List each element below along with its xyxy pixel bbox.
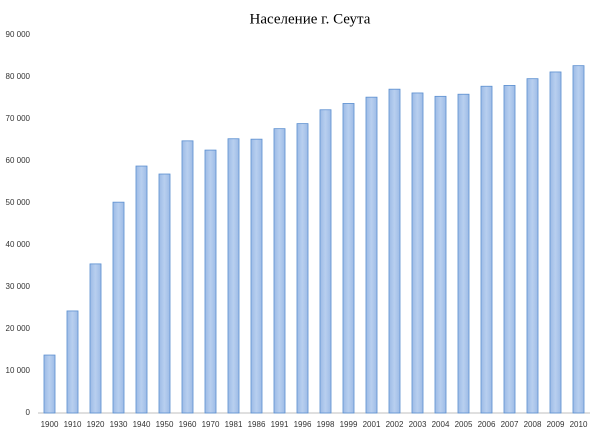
bar: [365, 96, 378, 414]
bar: [43, 354, 56, 414]
y-tick-label: 20 000: [6, 324, 31, 333]
y-tick-label: 80 000: [6, 72, 31, 81]
x-tick-label: 2005: [455, 420, 473, 429]
bar: [388, 88, 401, 414]
x-tick-label: 1996: [294, 420, 312, 429]
y-tick-label: 40 000: [6, 240, 31, 249]
bar: [526, 78, 539, 414]
bar: [342, 103, 355, 414]
x-tick-label: 2003: [409, 420, 427, 429]
bar: [549, 71, 562, 414]
bar: [296, 123, 309, 414]
bar: [89, 263, 102, 414]
x-tick-label: 2006: [478, 420, 496, 429]
bar: [112, 201, 125, 414]
x-tick-label: 2001: [363, 420, 381, 429]
x-tick-label: 1970: [202, 420, 220, 429]
bar: [572, 65, 585, 414]
x-tick-label: 1940: [133, 420, 151, 429]
x-tick-label: 1998: [317, 420, 335, 429]
bar: [250, 138, 263, 414]
x-tick-label: 1991: [271, 420, 289, 429]
bar: [480, 85, 493, 414]
bar: [503, 85, 516, 414]
bar: [66, 310, 79, 414]
y-tick-label: 50 000: [6, 198, 31, 207]
y-tick-label: 30 000: [6, 282, 31, 291]
bar: [273, 128, 286, 414]
x-tick-label: 1910: [64, 420, 82, 429]
y-tick-label: 10 000: [6, 366, 31, 375]
x-tick-label: 1981: [225, 420, 243, 429]
x-tick-label: 1960: [179, 420, 197, 429]
x-tick-label: 1900: [41, 420, 59, 429]
x-tick-label: 1950: [156, 420, 174, 429]
bar: [319, 109, 332, 414]
x-tick-label: 2007: [501, 420, 519, 429]
x-tick-label: 2002: [386, 420, 404, 429]
y-tick-label: 90 000: [6, 30, 31, 39]
x-tick-label: 1986: [248, 420, 266, 429]
chart-title: Население г. Сеута: [250, 11, 371, 27]
bar: [227, 138, 240, 414]
y-tick-label: 70 000: [6, 114, 31, 123]
bar: [135, 165, 148, 414]
bar: [181, 140, 194, 414]
bar: [457, 93, 470, 414]
y-tick-label: 60 000: [6, 156, 31, 165]
y-tick-label: 0: [26, 408, 31, 417]
x-tick-label: 2010: [570, 420, 588, 429]
bar: [434, 95, 447, 414]
x-tick-label: 1999: [340, 420, 358, 429]
x-tick-label: 2009: [547, 420, 565, 429]
x-tick-label: 2004: [432, 420, 450, 429]
bar: [158, 173, 171, 414]
x-tick-label: 1930: [110, 420, 128, 429]
bar: [411, 92, 424, 414]
bar: [204, 149, 217, 414]
x-tick-label: 1920: [87, 420, 105, 429]
x-tick-label: 2008: [524, 420, 542, 429]
